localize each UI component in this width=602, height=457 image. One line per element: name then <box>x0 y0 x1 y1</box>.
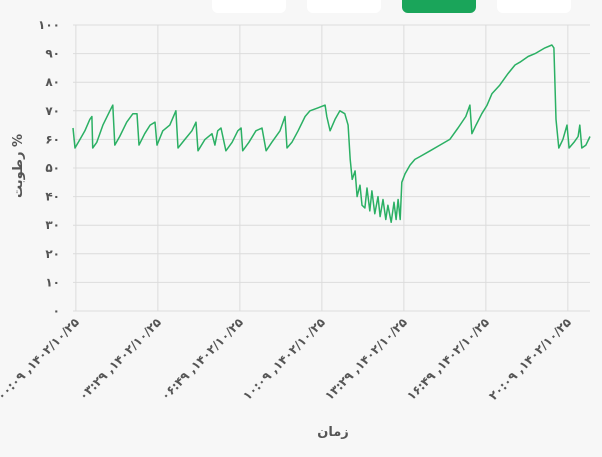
line-series <box>72 44 591 224</box>
y-tick-label: ۱۰۰ <box>38 18 60 32</box>
x-tick-label: ۲۰:۰۹ ,۱۴۰۲/۱۰/۲۵ <box>486 315 574 403</box>
y-tick-label: ۰ <box>53 304 60 318</box>
x-tick-label: ۱۳:۲۹ ,۱۴۰۲/۱۰/۲۵ <box>322 315 410 403</box>
x-axis-label: زمان <box>317 425 349 440</box>
y-tick-label: ۷۰ <box>45 104 60 118</box>
y-axis-label: رطوبت % <box>11 134 26 198</box>
y-tick-label: ۲۰ <box>45 247 60 261</box>
y-tick-label: ۹۰ <box>45 47 60 61</box>
x-tick-label: ۱۰:۰۹ ,۱۴۰۲/۱۰/۲۵ <box>240 315 328 403</box>
y-tick-label: ۳۰ <box>45 218 60 232</box>
y-tick-label: ۶۰ <box>45 132 60 146</box>
tab-active[interactable] <box>402 0 476 13</box>
y-tick-label: ۸۰ <box>45 75 60 89</box>
x-tick-label: ۰۶:۴۹ ,۱۴۰۲/۱۰/۲۵ <box>158 315 246 403</box>
y-tick-label: ۴۰ <box>45 190 60 204</box>
tab[interactable] <box>497 0 571 13</box>
x-tick-label: ۰۳:۲۹ ,۱۴۰۲/۱۰/۲۵ <box>76 315 164 403</box>
y-tick-label: ۵۰ <box>45 161 60 175</box>
x-tick-label: ۱۶:۴۹ ,۱۴۰۲/۱۰/۲۵ <box>404 315 492 403</box>
tab[interactable] <box>307 0 381 13</box>
tab[interactable] <box>212 0 286 13</box>
y-tick-label: ۱۰ <box>45 275 60 289</box>
x-tick-label: ۰۰:۰۹ ,۱۴۰۲/۱۰/۲۵ <box>0 315 82 403</box>
